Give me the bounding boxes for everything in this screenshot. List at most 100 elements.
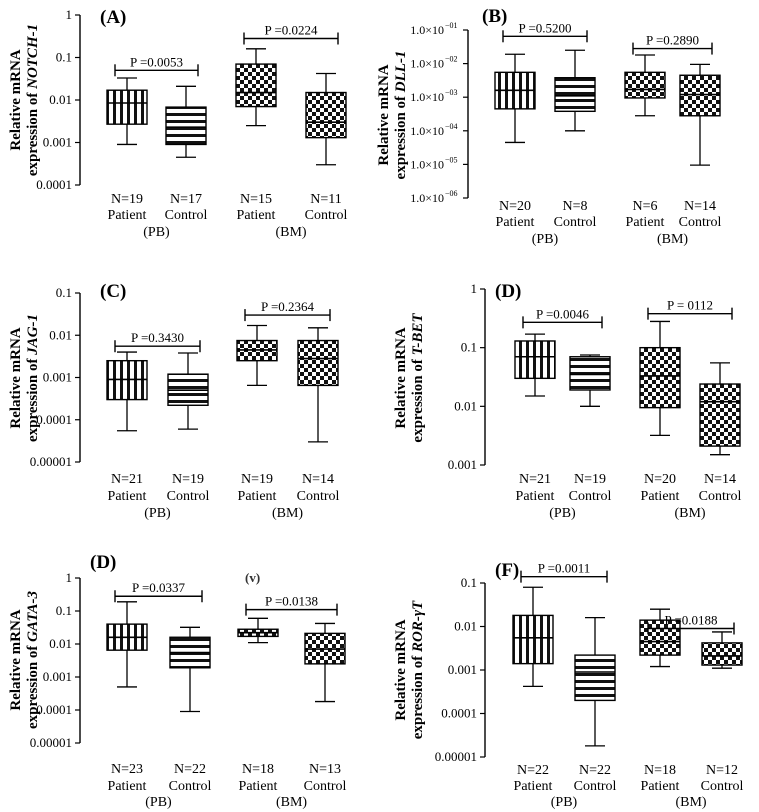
y-tick-label: 1 — [66, 7, 73, 22]
panel-5: 0.00001 0.0001 0.001 0.01 0.1 1 (D) Relative mR… — [8, 552, 346, 810]
box-group-label: Control — [169, 779, 212, 794]
box-control — [297, 339, 339, 387]
box-group-label: Control — [554, 215, 597, 230]
box-n-label: N=11 — [310, 192, 342, 207]
box-group-label: Control — [699, 489, 742, 504]
panel-2: 1.0×10 −061.0×10 −051.0×10 −041.0×10 −031.0×… — [376, 6, 722, 247]
box-n-label: N=17 — [170, 192, 202, 207]
box-patient — [639, 346, 681, 409]
y-tick-exponent: −04 — [445, 122, 458, 131]
y-tick-label: 0.0001 — [36, 702, 72, 717]
y-tick-label: 1.0×10 — [410, 90, 444, 104]
box-control — [569, 356, 611, 391]
box-control — [574, 654, 616, 702]
box-patient — [512, 614, 554, 665]
y-tick-exponent: −02 — [445, 55, 458, 64]
y-tick-exponent: −05 — [445, 155, 458, 164]
source-group-label: (PB) — [143, 225, 170, 240]
box-n-label: N=14 — [704, 472, 736, 487]
y-tick-label: 0.1 — [461, 575, 477, 590]
panel-3: 0.00001 0.0001 0.001 0.01 0.1 (C) Relative mRN… — [8, 281, 339, 521]
y-axis-label-line2: expression of — [410, 652, 426, 739]
box-patient — [235, 63, 277, 108]
box-group-label: Patient — [514, 779, 553, 794]
panel-label: (A) — [100, 7, 126, 28]
y-tick-label: 0.00001 — [30, 735, 72, 750]
box-n-label: N=19 — [172, 472, 204, 487]
panel-1: 0.0001 0.001 0.01 0.1 1 (A) Relative mRNAexpre… — [8, 7, 348, 240]
panel-6: 0.00001 0.0001 0.001 0.01 0.1 (F) Relative mRN… — [393, 560, 743, 810]
box-n-label: N=13 — [309, 762, 341, 777]
y-axis-label-line1: Relative mRNA — [393, 619, 409, 720]
box-group-label: Patient — [108, 489, 147, 504]
box-n-label: N=15 — [240, 192, 272, 207]
box-n-label: N=23 — [111, 762, 143, 777]
box-n-label: N=20 — [644, 472, 676, 487]
y-axis-label-line1: Relative mRNA — [393, 327, 409, 428]
box-group-label: Patient — [239, 779, 278, 794]
box-group-label: Patient — [237, 208, 276, 223]
box-control — [165, 106, 207, 146]
source-group-label: (PB) — [144, 506, 171, 521]
box-n-label: N=12 — [706, 763, 738, 778]
p-value-label: P =0.0337 — [132, 580, 186, 595]
y-tick-label: 0.1 — [56, 603, 72, 618]
box-group-label: Patient — [626, 215, 665, 230]
y-tick-label: 0.01 — [49, 92, 72, 107]
gene-name: GATA-3 — [25, 590, 41, 641]
box-group-label: Patient — [641, 489, 680, 504]
box-group-label: Control — [305, 208, 348, 223]
gene-name: T-BET — [410, 313, 426, 356]
y-axis-label-line1: Relative mRNA — [8, 609, 24, 710]
p-value-label: P =0.0224 — [264, 22, 318, 37]
box-n-label: N=21 — [519, 472, 551, 487]
y-tick-label: 0.001 — [43, 370, 72, 385]
p-value-label: P =0.0188 — [664, 612, 717, 627]
source-group-label: (PB) — [145, 795, 172, 810]
source-group-label: (BM) — [657, 232, 688, 247]
panel-label: (F) — [495, 560, 519, 581]
p-value-label: P =0.2890 — [646, 33, 699, 48]
y-tick-label: 0.1 — [56, 285, 72, 300]
y-tick-label: 0.001 — [448, 457, 477, 472]
y-tick-label: 0.0001 — [441, 706, 477, 721]
panel-label: (C) — [100, 281, 126, 302]
source-group-label: (PB) — [549, 506, 576, 521]
box-patient — [514, 340, 556, 380]
y-tick-label: 0.01 — [454, 398, 477, 413]
y-tick-exponent: −03 — [445, 88, 458, 97]
box-n-label: N=22 — [517, 763, 549, 778]
y-tick-label: 1 — [66, 570, 73, 585]
gene-name: JAG-1 — [25, 314, 41, 356]
p-value-label: P =0.0053 — [130, 54, 183, 69]
source-group-label: (BM) — [674, 506, 705, 521]
box-n-label: N=18 — [242, 762, 274, 777]
p-value-label: P =0.0011 — [538, 561, 591, 576]
y-tick-label: 0.01 — [49, 327, 72, 342]
y-axis-label-line2: expression of — [393, 92, 409, 179]
box-n-label: N=14 — [684, 199, 716, 214]
box-n-label: N=19 — [111, 192, 143, 207]
y-tick-label: 0.001 — [43, 669, 72, 684]
source-group-label: (BM) — [275, 225, 306, 240]
box-n-label: N=6 — [632, 199, 657, 214]
gene-name: NOTCH-1 — [25, 24, 41, 90]
y-tick-label: 0.001 — [448, 662, 477, 677]
y-axis-label: Relative mRNAexpression of GATA-3 — [8, 590, 41, 729]
box-group-label: Control — [165, 208, 208, 223]
y-tick-label: 0.00001 — [30, 454, 72, 469]
y-tick-label: 0.001 — [43, 135, 72, 150]
box-group-label: Patient — [516, 489, 555, 504]
y-axis-label: Relative mRNAexpression of NOTCH-1 — [8, 24, 41, 176]
box-group-label: Control — [569, 489, 612, 504]
box-control — [679, 74, 721, 117]
box-group-label: Control — [679, 215, 722, 230]
p-value-label: P = 0112 — [667, 298, 713, 313]
y-axis-label: Relative mRNAexpression of DLL-1 — [376, 51, 409, 180]
box-control — [554, 77, 596, 113]
y-axis-label-line1: Relative mRNA — [376, 64, 392, 165]
y-axis-label-line1: Relative mRNA — [8, 327, 24, 428]
box-patient — [106, 89, 148, 125]
box-control — [699, 383, 741, 447]
